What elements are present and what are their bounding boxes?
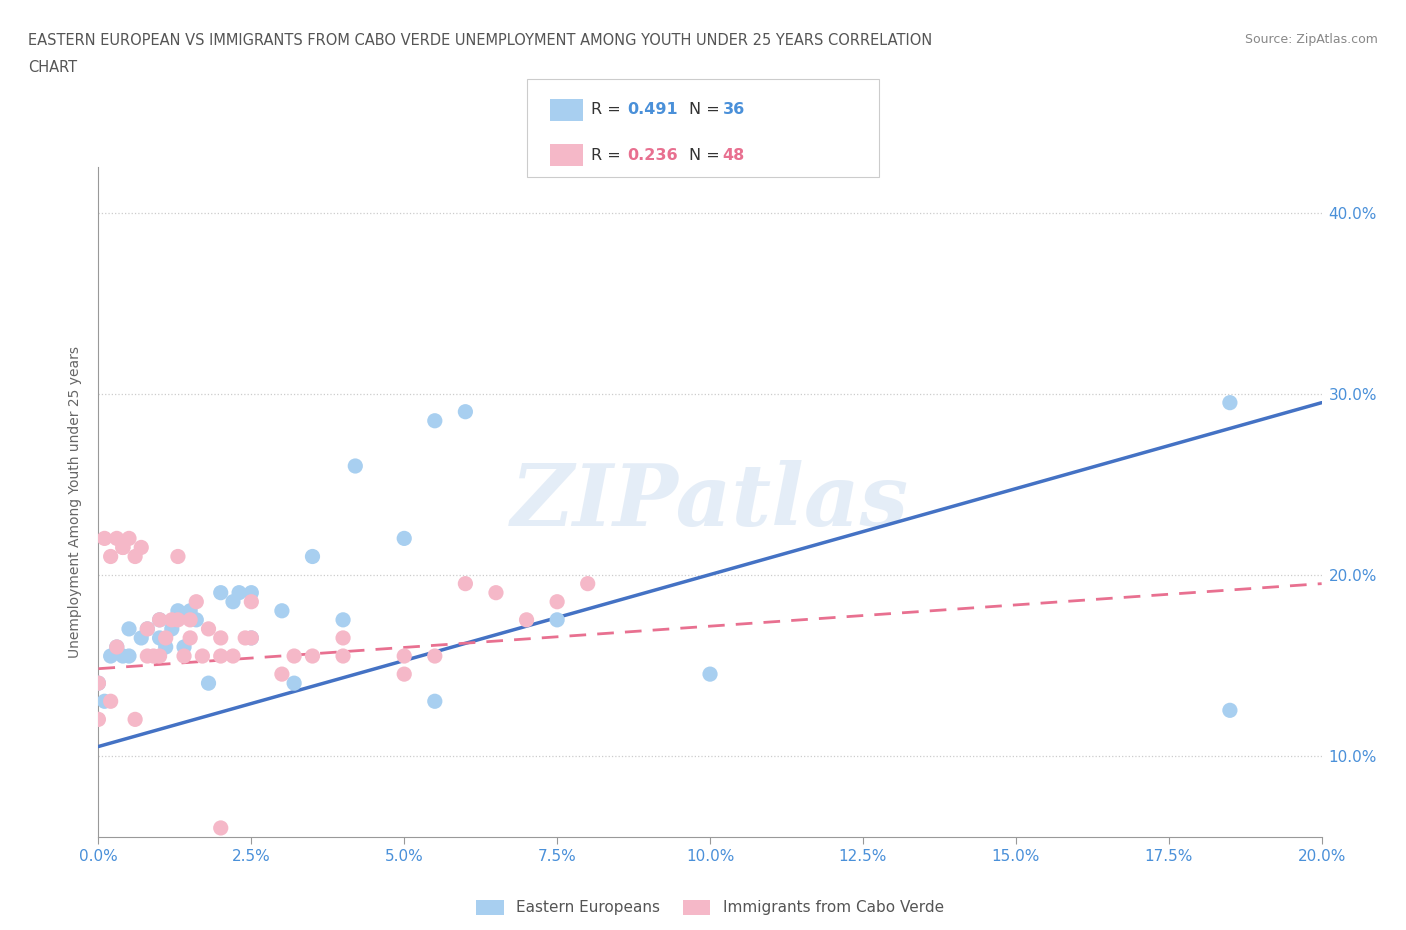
Point xyxy=(191,648,214,663)
Text: CHART: CHART xyxy=(28,60,77,75)
Point xyxy=(454,577,477,591)
Point xyxy=(87,676,110,691)
Point xyxy=(576,577,599,591)
Point xyxy=(87,712,110,727)
Point xyxy=(93,694,115,709)
Point xyxy=(124,712,146,727)
Point xyxy=(332,612,354,627)
Point xyxy=(423,413,446,428)
Point xyxy=(1219,395,1241,410)
Point xyxy=(283,648,305,663)
Point xyxy=(87,676,110,691)
Point xyxy=(93,531,115,546)
Point xyxy=(228,585,250,600)
Point xyxy=(111,540,134,555)
Point xyxy=(240,585,263,600)
Point xyxy=(136,648,159,663)
Point xyxy=(516,612,538,627)
Point xyxy=(118,648,141,663)
Point xyxy=(209,648,232,663)
Point xyxy=(392,667,416,682)
Point xyxy=(197,676,219,691)
Point xyxy=(129,631,152,645)
Point xyxy=(454,405,477,419)
Text: 48: 48 xyxy=(723,148,745,163)
Point xyxy=(149,648,172,663)
Point xyxy=(149,612,172,627)
Point xyxy=(136,621,159,636)
Text: Source: ZipAtlas.com: Source: ZipAtlas.com xyxy=(1244,33,1378,46)
Point xyxy=(155,631,177,645)
Point xyxy=(332,648,354,663)
Point xyxy=(118,531,141,546)
Point xyxy=(332,631,354,645)
Point xyxy=(100,648,122,663)
Point xyxy=(179,604,201,618)
Point xyxy=(209,820,232,835)
Point xyxy=(149,631,172,645)
Point xyxy=(160,621,183,636)
Point xyxy=(149,612,172,627)
Text: EASTERN EUROPEAN VS IMMIGRANTS FROM CABO VERDE UNEMPLOYMENT AMONG YOUTH UNDER 25: EASTERN EUROPEAN VS IMMIGRANTS FROM CABO… xyxy=(28,33,932,47)
Text: R =: R = xyxy=(591,102,626,117)
Point xyxy=(129,540,152,555)
Point xyxy=(142,648,165,663)
Point xyxy=(209,631,232,645)
Point xyxy=(423,694,446,709)
Point xyxy=(105,531,128,546)
Point xyxy=(699,667,721,682)
Point xyxy=(270,604,292,618)
Point xyxy=(105,640,128,655)
Point xyxy=(270,667,292,682)
Point xyxy=(546,594,568,609)
Point xyxy=(118,621,141,636)
Text: N =: N = xyxy=(689,148,725,163)
Point xyxy=(111,540,134,555)
Point xyxy=(173,640,195,655)
Text: 0.236: 0.236 xyxy=(627,148,678,163)
Text: ZIPatlas: ZIPatlas xyxy=(510,460,910,544)
Point xyxy=(186,594,208,609)
Point xyxy=(240,631,263,645)
Point xyxy=(167,549,190,564)
Text: R =: R = xyxy=(591,148,626,163)
Point xyxy=(155,640,177,655)
Point xyxy=(233,631,256,645)
Y-axis label: Unemployment Among Youth under 25 years: Unemployment Among Youth under 25 years xyxy=(69,346,83,658)
Point xyxy=(423,648,446,663)
Point xyxy=(344,458,367,473)
Point xyxy=(222,648,245,663)
Point xyxy=(301,549,323,564)
Point xyxy=(392,648,416,663)
Point xyxy=(209,585,232,600)
Point xyxy=(240,594,263,609)
Text: N =: N = xyxy=(689,102,725,117)
Point xyxy=(186,612,208,627)
Point xyxy=(240,631,263,645)
Legend: Eastern Europeans, Immigrants from Cabo Verde: Eastern Europeans, Immigrants from Cabo … xyxy=(468,892,952,923)
Point xyxy=(111,648,134,663)
Point xyxy=(100,694,122,709)
Point xyxy=(301,648,323,663)
Point xyxy=(283,676,305,691)
Point xyxy=(179,631,201,645)
Point xyxy=(160,612,183,627)
Point xyxy=(167,612,190,627)
Point xyxy=(136,621,159,636)
Point xyxy=(173,648,195,663)
Point xyxy=(546,612,568,627)
Point xyxy=(485,585,508,600)
Point xyxy=(392,531,416,546)
Text: 0.491: 0.491 xyxy=(627,102,678,117)
Point xyxy=(1219,703,1241,718)
Text: 36: 36 xyxy=(723,102,745,117)
Point xyxy=(100,549,122,564)
Point xyxy=(197,621,219,636)
Point xyxy=(222,594,245,609)
Point xyxy=(179,612,201,627)
Point xyxy=(124,549,146,564)
Point xyxy=(105,640,128,655)
Point xyxy=(167,604,190,618)
